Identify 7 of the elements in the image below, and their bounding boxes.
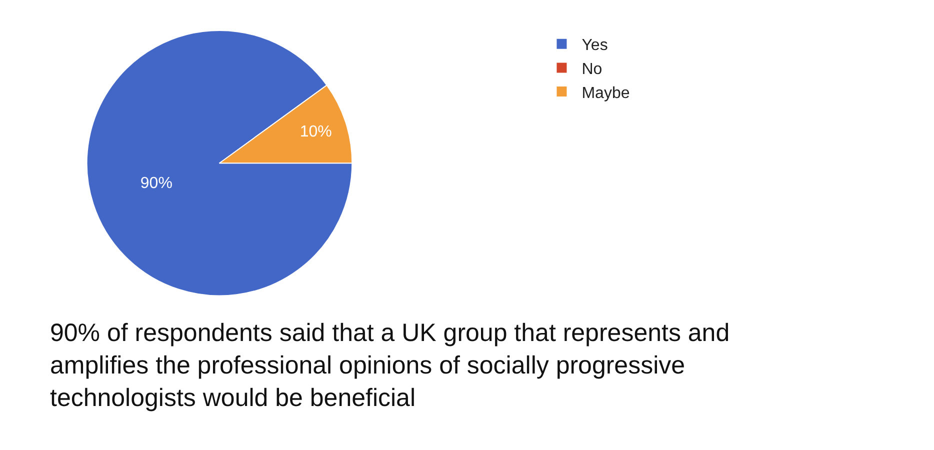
- pie-slice: [86, 30, 353, 296]
- legend-label: Maybe: [582, 84, 630, 102]
- data-label: 90%: [140, 175, 172, 192]
- text: 90% of respondents said that a UK group that represents and amplifies the professional opinions of socially progressive technologists would be beneficial: [50, 319, 730, 412]
- legend-label: Yes: [582, 37, 608, 54]
- legend-label: No: [582, 60, 602, 78]
- data-label: 10%: [300, 123, 332, 140]
